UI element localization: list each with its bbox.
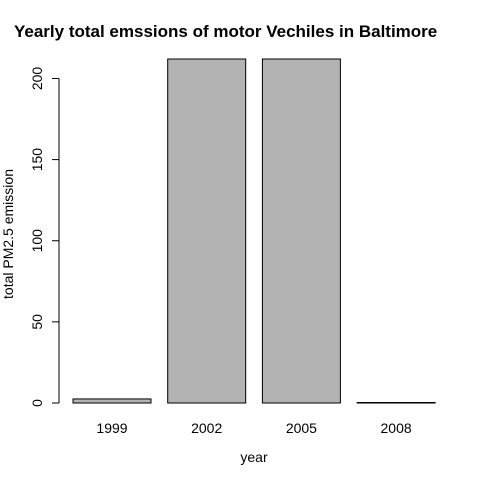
y-tick-label: 50 — [29, 314, 45, 330]
x-tick-label: 2008 — [381, 420, 412, 436]
bar-2008 — [356, 402, 436, 404]
bar-2005 — [261, 58, 341, 404]
x-tick-label: 2002 — [191, 420, 222, 436]
y-axis-label: total PM2.5 emission — [0, 169, 16, 299]
y-tick-label: 0 — [29, 399, 45, 407]
bar-2002 — [167, 58, 247, 404]
y-tick-label: 150 — [29, 148, 45, 172]
y-tick-label: 200 — [29, 67, 45, 91]
x-axis-label: year — [240, 449, 268, 465]
x-tick-label: 1999 — [96, 420, 127, 436]
y-axis: 0 50 100 150 200 — [29, 67, 60, 407]
chart-title: Yearly total emssions of motor Vechiles … — [14, 22, 437, 41]
x-tick-label: 2005 — [286, 420, 317, 436]
bar-group — [72, 58, 436, 404]
bar-1999 — [72, 398, 152, 404]
x-axis: 1999 2002 2005 2008 — [96, 420, 411, 436]
y-tick-label: 100 — [29, 229, 45, 253]
